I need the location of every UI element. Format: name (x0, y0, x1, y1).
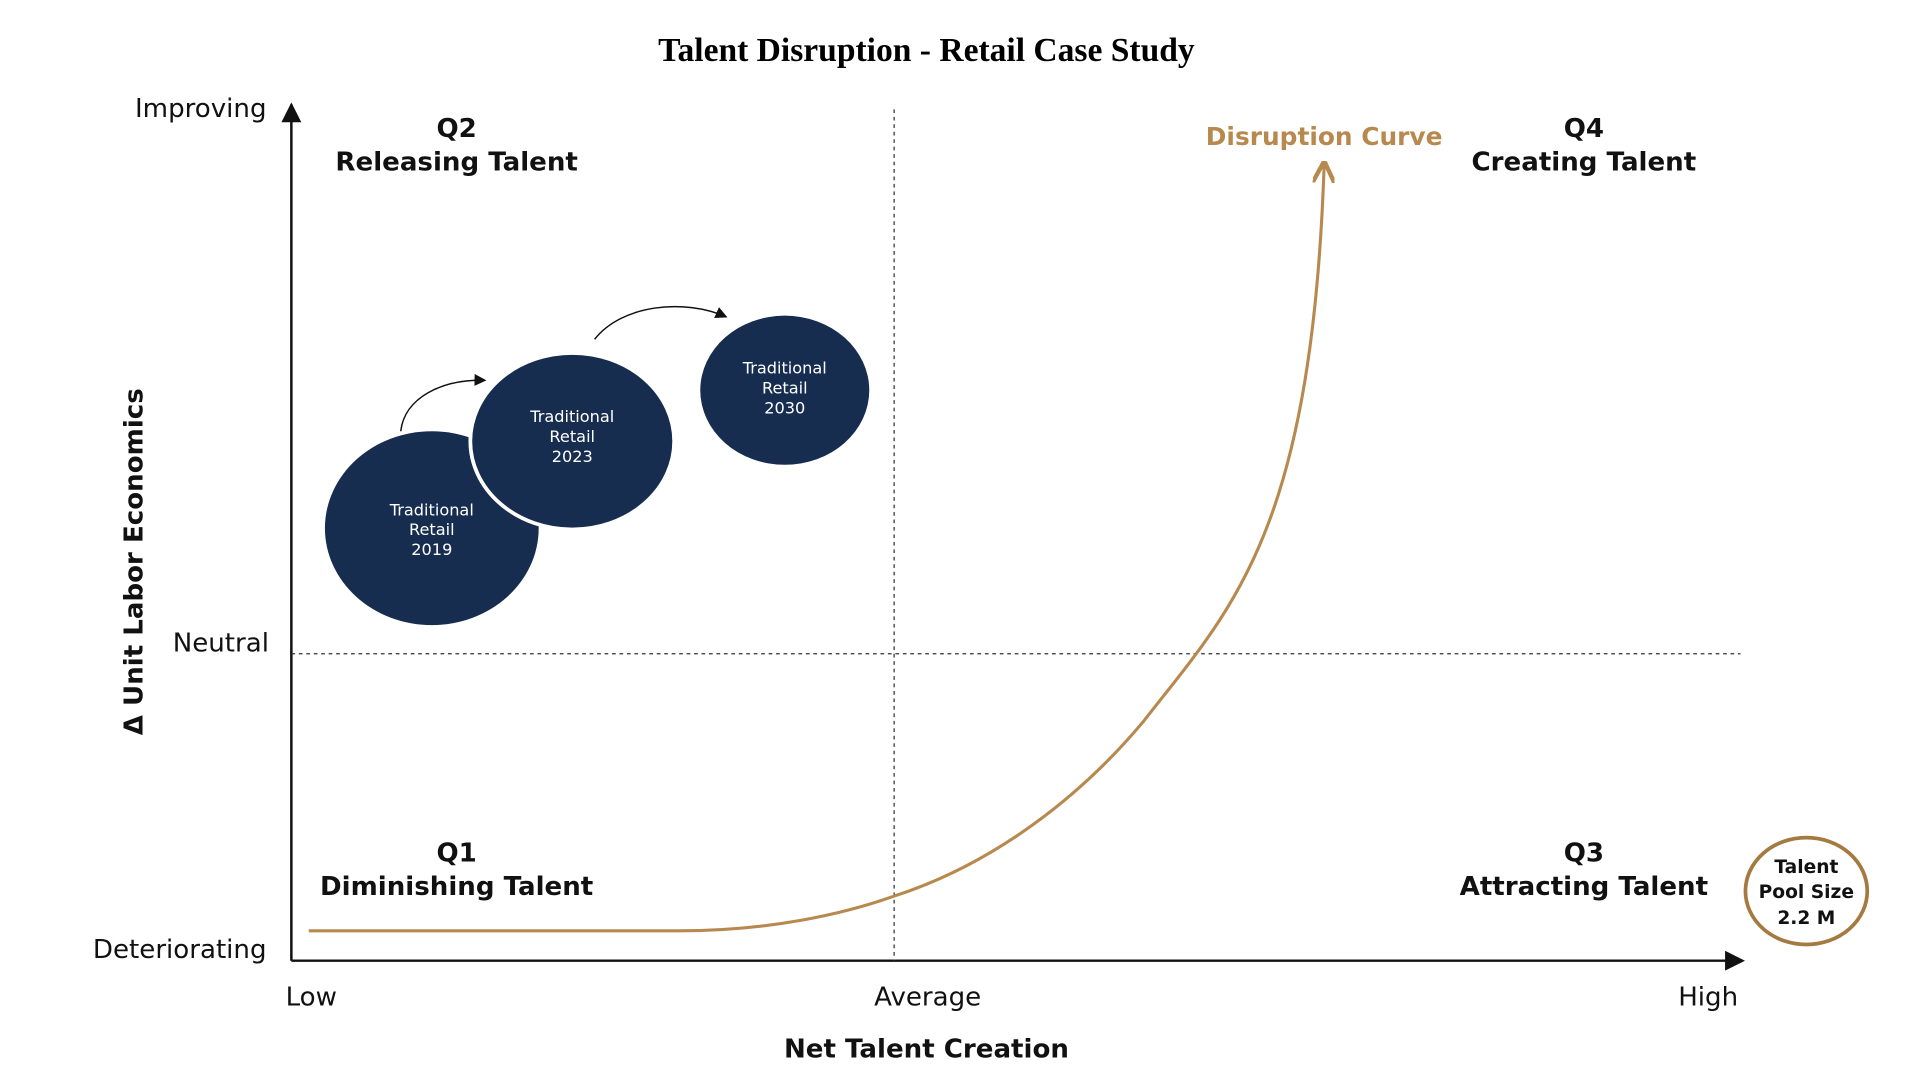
x-label: Average (874, 982, 981, 1012)
arrow (399, 374, 487, 432)
bubble-label: 2030 (764, 398, 805, 417)
bubble-label: 2023 (552, 447, 593, 466)
quadrant-id: Q2 (436, 114, 476, 144)
x-label: High (1678, 982, 1738, 1012)
y-title: Δ Unit Labor Economics (119, 388, 149, 735)
arrow (594, 305, 728, 340)
bubble-label: Traditional (389, 500, 474, 519)
bubble (700, 315, 870, 465)
quadrant-id: Q1 (436, 838, 476, 868)
bubble (468, 351, 677, 532)
bubble-label: 2019 (411, 540, 452, 559)
quadrant-label: Attracting Talent (1460, 872, 1708, 902)
badge-label: Pool Size (1759, 882, 1854, 903)
x-title: Net Talent Creation (784, 1035, 1069, 1065)
badge (1743, 835, 1870, 947)
badge-label: 2.2 M (1777, 908, 1835, 929)
title: Talent Disruption - Retail Case Study (658, 32, 1195, 69)
bubble-label: Traditional (529, 407, 614, 426)
y-label: Improving (135, 94, 267, 124)
bubble-label: Retail (409, 520, 455, 539)
quadrant-id: Q4 (1564, 114, 1604, 144)
y-label: Neutral (173, 628, 269, 658)
quadrant-id: Q3 (1564, 838, 1604, 868)
bubble-label: Retail (549, 427, 595, 446)
disruption-curve (308, 165, 1324, 933)
bubble-label: Traditional (742, 359, 827, 378)
quadrant-label: Releasing Talent (335, 147, 577, 177)
bubble-label: Retail (762, 378, 808, 397)
y-label: Deteriorating (93, 935, 267, 965)
quadrant-label: Creating Talent (1472, 147, 1697, 177)
curve-label: Disruption Curve (1206, 122, 1443, 151)
badge-label: Talent (1774, 857, 1838, 878)
x-label: Low (286, 982, 337, 1012)
quadrant-label: Diminishing Talent (320, 872, 593, 902)
